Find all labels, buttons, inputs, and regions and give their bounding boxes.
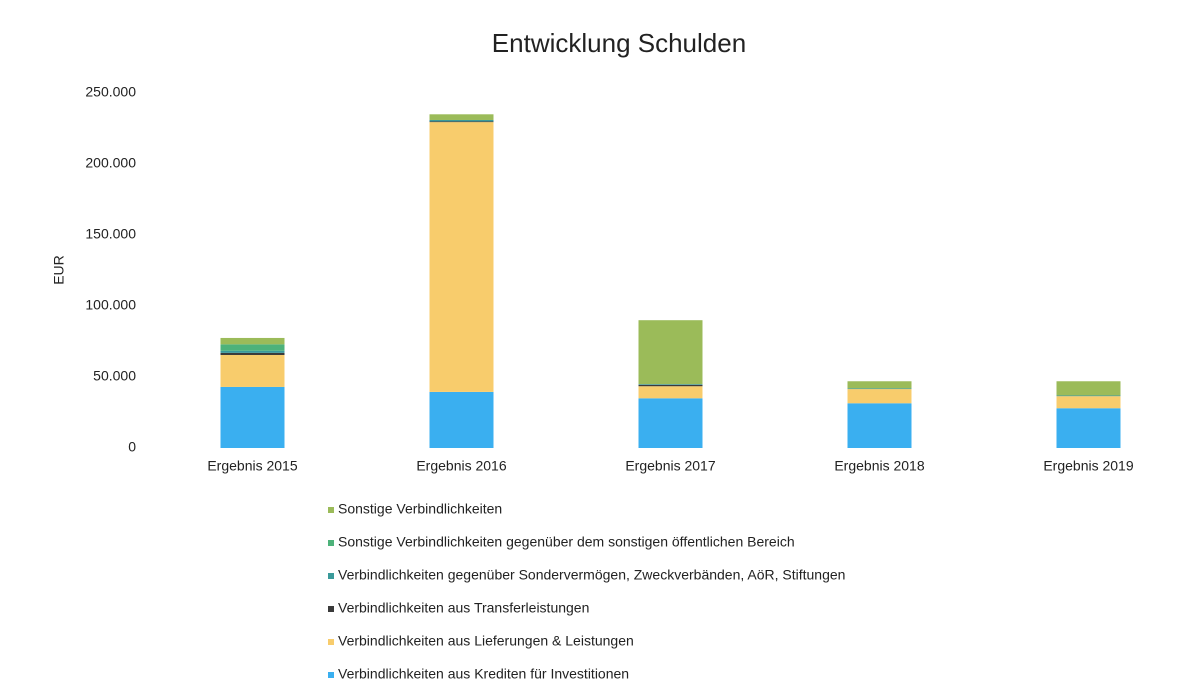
x-tick-label: Ergebnis 2018 xyxy=(834,458,925,474)
bar-segment xyxy=(220,344,285,351)
legend-label: Verbindlichkeiten gegenüber Sondervermög… xyxy=(338,567,845,583)
legend-swatch xyxy=(328,639,334,645)
legend-swatch xyxy=(328,573,334,579)
legend-swatch xyxy=(328,507,334,513)
y-tick-label: 100.000 xyxy=(85,297,136,313)
legend-swatch xyxy=(328,606,334,612)
bar-segment xyxy=(1056,408,1121,448)
x-tick-label: Ergebnis 2017 xyxy=(625,458,716,474)
x-tick-label: Ergebnis 2019 xyxy=(1043,458,1134,474)
y-tick-label: 50.000 xyxy=(93,368,136,384)
bar-segment xyxy=(847,403,912,448)
bar-segment xyxy=(847,381,912,389)
bar-segment xyxy=(220,354,285,387)
x-tick-label: Ergebnis 2015 xyxy=(207,458,298,474)
legend-swatch xyxy=(328,540,334,546)
bar-segment xyxy=(429,119,494,122)
bar-segment xyxy=(638,320,703,385)
bar-segment xyxy=(220,350,285,353)
bar-segment xyxy=(847,388,912,390)
y-tick-label: 0 xyxy=(128,439,136,455)
chart-title: Entwicklung Schulden xyxy=(492,28,746,58)
bar-segment xyxy=(847,389,912,404)
legend-swatch xyxy=(328,672,334,678)
bar-segment xyxy=(220,386,285,448)
legend-label: Verbindlichkeiten aus Lieferungen & Leis… xyxy=(338,633,634,649)
bar-segment xyxy=(429,391,494,448)
bar-segment xyxy=(638,398,703,448)
bar-segment xyxy=(220,352,285,355)
y-axis-label: EUR xyxy=(51,255,67,285)
bar-segment xyxy=(429,114,494,120)
y-tick-label: 150.000 xyxy=(85,226,136,242)
bar-segment xyxy=(429,122,494,392)
bar-segment xyxy=(1056,396,1121,409)
legend-label: Sonstige Verbindlichkeiten gegenüber dem… xyxy=(338,534,795,550)
bar-segment xyxy=(1056,395,1121,397)
legend-label: Verbindlichkeiten aus Transferleistungen xyxy=(338,600,589,616)
x-tick-label: Ergebnis 2016 xyxy=(416,458,507,474)
legend-label: Verbindlichkeiten aus Krediten für Inves… xyxy=(338,666,629,682)
bar-segment xyxy=(638,384,703,385)
bar-segment xyxy=(638,386,703,399)
legend-label: Sonstige Verbindlichkeiten xyxy=(338,501,502,517)
bar-segment xyxy=(220,337,285,345)
y-tick-label: 250.000 xyxy=(85,84,136,100)
bar-segment xyxy=(638,384,703,387)
bar-segment xyxy=(429,121,494,123)
bar-segment xyxy=(1056,381,1121,396)
y-tick-label: 200.000 xyxy=(85,155,136,171)
